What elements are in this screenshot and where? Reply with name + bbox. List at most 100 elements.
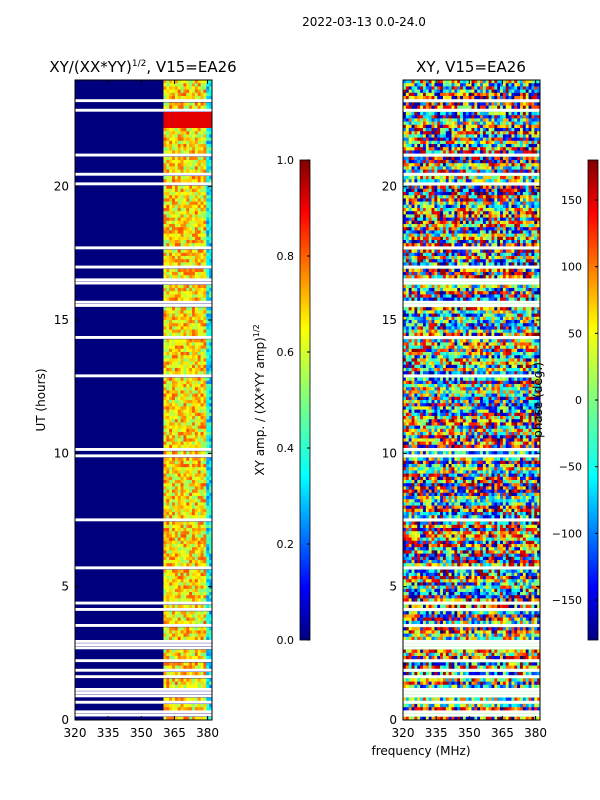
left-heatmap-cell <box>172 665 176 670</box>
left-heatmap-cell <box>200 179 204 183</box>
right-heatmap-cell <box>522 185 527 190</box>
left-heatmap-cell <box>172 131 176 135</box>
right-heatmap-cell <box>480 204 484 209</box>
left-heatmap-cell <box>180 262 184 266</box>
right-heatmap-cell <box>471 128 475 132</box>
right-heatmap-cell <box>408 124 412 129</box>
left-heatmap-cell <box>183 169 187 174</box>
right-heatmap-cell <box>437 192 441 196</box>
left-heatmap-cell <box>194 233 199 238</box>
left-heatmap-cell <box>186 134 190 138</box>
right-heatmap-cell <box>417 227 421 231</box>
left-heatmap-cell <box>206 572 210 577</box>
left-heatmap-cell <box>206 464 210 468</box>
right-heatmap-cell <box>414 80 418 84</box>
right-heatmap-cell <box>411 102 415 106</box>
right-heatmap-cell <box>420 185 424 190</box>
left-heatmap-cell <box>194 208 199 212</box>
left-heatmap-cell <box>209 89 212 94</box>
left-heatmap-cell <box>206 556 210 561</box>
right-heatmap-cell <box>505 217 509 222</box>
right-heatmap-cell <box>417 80 421 84</box>
left-heatmap-cell <box>189 499 193 503</box>
right-heatmap-cell <box>494 102 498 106</box>
right-heatmap-cell <box>422 217 427 222</box>
right-heatmap-cell <box>471 140 475 145</box>
left-heatmap-cell <box>163 147 167 151</box>
right-heatmap-cell <box>403 192 407 196</box>
right-heatmap-cell <box>531 204 535 209</box>
right-heatmap-cell <box>528 115 532 119</box>
left-heatmap-cell <box>169 620 173 625</box>
left-heatmap-cell <box>203 288 207 292</box>
right-heatmap-cell <box>534 166 538 170</box>
left-heatmap-cell <box>172 348 176 353</box>
right-heatmap-cell <box>437 163 441 167</box>
left-heatmap-cell <box>177 406 181 410</box>
right-heatmap-cell <box>505 134 509 138</box>
left-heatmap-cell <box>177 188 181 193</box>
right-heatmap-cell <box>497 86 501 90</box>
left-heatmap-cell <box>206 377 210 382</box>
left-heatmap-cell <box>209 611 212 615</box>
right-heatmap-cell <box>428 140 432 145</box>
left-heatmap-cell <box>200 550 204 554</box>
right-heatmap-cell <box>457 147 461 151</box>
right-heatmap-cell <box>420 144 424 148</box>
left-heatmap-cell <box>174 140 179 145</box>
left-heatmap-cell <box>197 499 201 503</box>
left-heatmap-cell <box>200 233 204 238</box>
right-heatmap-cell <box>497 160 501 164</box>
left-heatmap-cell <box>200 390 204 394</box>
left-heatmap-cell <box>169 582 173 586</box>
right-heatmap-cell <box>448 121 452 126</box>
left-heatmap-cell <box>197 550 201 554</box>
right-heatmap-cell <box>497 118 501 122</box>
right-heatmap-cell <box>408 198 412 202</box>
left-heatmap-cell <box>163 457 167 462</box>
left-heatmap-cell <box>166 438 170 442</box>
right-heatmap-cell <box>514 137 518 142</box>
left-heatmap-cell <box>169 576 173 580</box>
right-heatmap-cell <box>505 211 509 215</box>
colorbar-tick-label: 0.2 <box>277 538 295 551</box>
right-heatmap-cell <box>491 128 495 132</box>
left-colorbar-ticks: 0.00.20.40.60.81.0 <box>277 154 310 647</box>
left-heatmap-cell <box>197 307 201 311</box>
left-heatmap-cell <box>177 393 181 398</box>
left-data-gap-row <box>75 518 212 522</box>
left-heatmap-cell <box>203 489 207 494</box>
right-heatmap-cell <box>403 144 407 148</box>
right-heatmap-cell <box>445 134 449 138</box>
right-heatmap-cell <box>425 96 429 100</box>
left-heatmap-cell <box>194 355 199 359</box>
left-heatmap-cell <box>192 496 196 500</box>
right-heatmap-cell <box>494 89 498 94</box>
right-heatmap-cell <box>431 198 435 202</box>
left-heatmap-cell <box>194 499 199 503</box>
right-heatmap-cell <box>508 128 512 132</box>
right-heatmap-cell <box>491 121 495 126</box>
left-heatmap-cell <box>174 368 179 372</box>
right-heatmap-cell <box>457 102 461 106</box>
right-heatmap-cell <box>468 118 472 122</box>
right-heatmap-cell <box>534 163 538 167</box>
left-heatmap-cell <box>163 214 167 218</box>
left-heatmap-cell <box>183 553 187 558</box>
left-heatmap-cell <box>172 524 176 529</box>
left-heatmap-cell <box>209 214 212 218</box>
left-heatmap-cell <box>183 617 187 622</box>
left-heatmap-cell <box>169 556 173 561</box>
left-heatmap-cell <box>192 201 196 206</box>
left-heatmap-cell <box>172 160 176 164</box>
left-heatmap-cell <box>183 390 187 394</box>
left-heatmap-cell <box>203 102 207 106</box>
left-heatmap-cell <box>200 217 204 222</box>
right-heatmap-cell <box>511 137 515 142</box>
right-heatmap-cell <box>525 118 529 122</box>
right-heatmap-cell <box>537 89 540 94</box>
left-heatmap-cell <box>172 137 176 142</box>
left-heatmap-cell <box>177 620 181 625</box>
left-heatmap-cell <box>166 329 170 334</box>
right-heatmap-cell <box>437 179 441 183</box>
